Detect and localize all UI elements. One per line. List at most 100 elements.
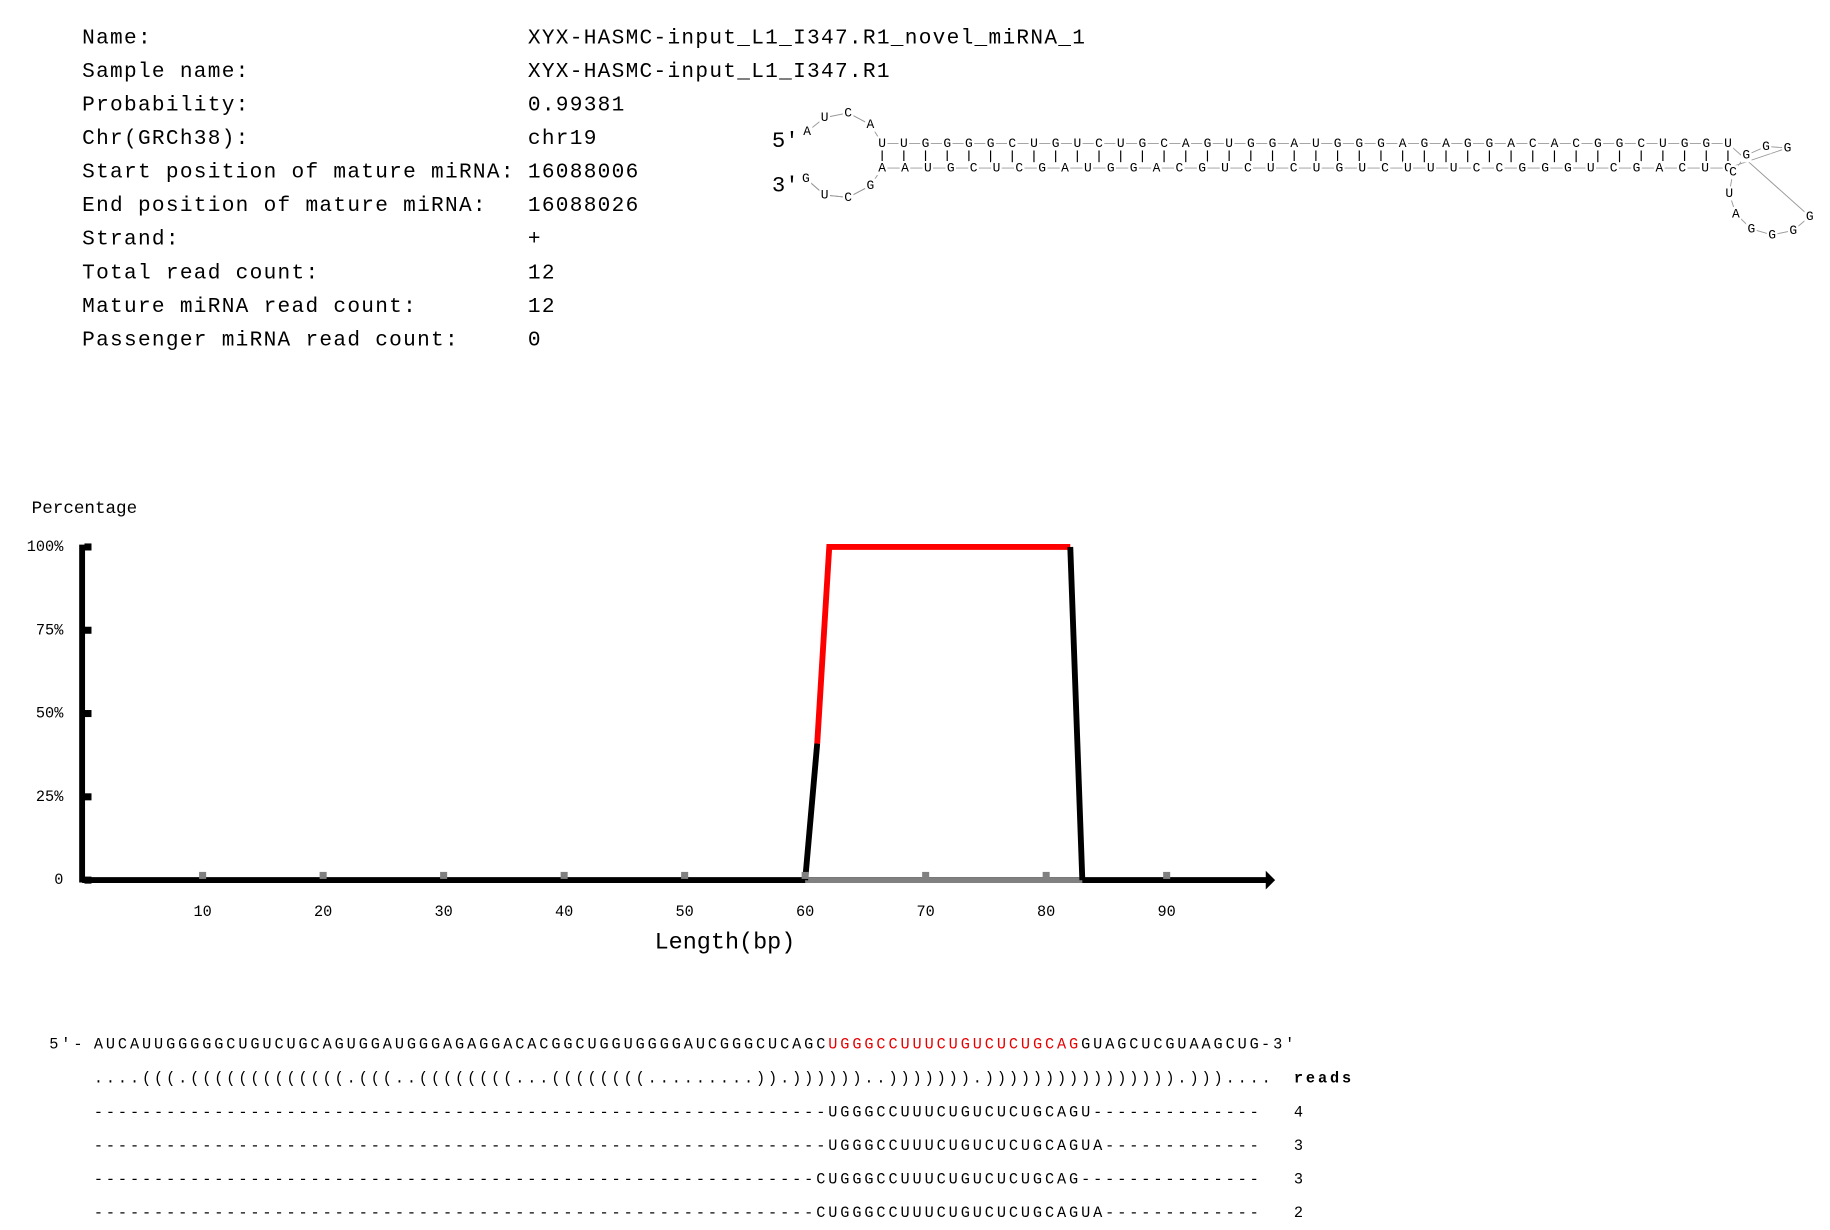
base: G	[1541, 160, 1549, 175]
base: U	[1073, 136, 1081, 151]
base: A	[1442, 136, 1450, 151]
base: A	[878, 160, 886, 175]
base: G	[1130, 160, 1138, 175]
x-axis-title: Length(bp)	[655, 929, 796, 956]
info-value: XYX-HASMC-input_L1_I347.R1_novel_miRNA_1	[528, 26, 1086, 50]
base-bg	[1050, 136, 1061, 151]
base-bg	[876, 161, 888, 176]
info-value: +	[528, 228, 542, 252]
base-bg	[1425, 161, 1437, 176]
base: U	[993, 160, 1001, 175]
info-label: Probability:	[82, 94, 250, 118]
base-bg	[1766, 227, 1778, 242]
info-value: 16088006	[528, 161, 640, 185]
reads-header: reads	[1294, 1069, 1354, 1087]
base-bg	[1028, 136, 1040, 151]
base-bg	[922, 161, 934, 176]
base-bg	[1700, 136, 1712, 151]
info-value: 12	[528, 261, 556, 285]
info-value: 0.99381	[528, 94, 626, 118]
base-bg	[1036, 161, 1048, 176]
base: U	[1225, 136, 1233, 151]
base: C	[1160, 136, 1168, 151]
base-bg	[842, 105, 854, 120]
base-bg	[1180, 136, 1192, 151]
base-bg	[1202, 136, 1213, 151]
y-tick-label: 25%	[36, 788, 64, 806]
x-tick-label: 50	[676, 903, 694, 921]
base: G	[1052, 136, 1060, 151]
base-bg	[1419, 136, 1430, 151]
base-bg	[920, 136, 931, 151]
base: G	[1464, 136, 1472, 151]
base: C	[1381, 160, 1389, 175]
base-bg	[1448, 161, 1459, 176]
base-bg	[1219, 161, 1231, 176]
sequence-part: AUCAUUGGGGGCUGUCUGCAGUGGAUGGGAGAGGACACGG…	[94, 1035, 828, 1053]
base: U	[900, 136, 908, 151]
y-tick-label: 50%	[36, 705, 64, 723]
base-bg	[865, 117, 876, 132]
base-bg	[1332, 136, 1343, 151]
base-bg	[1516, 161, 1528, 176]
sequence-part: GUAGCUCGUAAGCUG	[1081, 1035, 1262, 1053]
base: G	[1377, 136, 1385, 151]
base: A	[803, 124, 811, 139]
base-bg	[1174, 161, 1185, 176]
base: A	[1507, 136, 1515, 151]
base: G	[1806, 209, 1814, 224]
base-bg	[1356, 161, 1368, 176]
x-tick	[1163, 871, 1171, 879]
base: G	[1107, 160, 1115, 175]
base-bg	[1484, 136, 1495, 151]
info-label: End position of mature miRNA:	[82, 194, 487, 218]
info-label: Name:	[82, 26, 152, 50]
info-value: 0	[528, 328, 542, 352]
base: G	[1789, 223, 1797, 238]
base-bg	[1288, 136, 1300, 151]
base-bg	[1679, 136, 1690, 151]
x-tick	[801, 871, 809, 879]
base: C	[1473, 160, 1481, 175]
base: A	[1551, 136, 1559, 151]
y-tick	[84, 793, 92, 801]
base-bg	[1115, 136, 1126, 151]
base: G	[1633, 160, 1641, 175]
base: G	[1564, 160, 1572, 175]
x-tick	[922, 871, 930, 879]
base: A	[1655, 160, 1663, 175]
base-bg	[1676, 161, 1688, 176]
base-bg	[1570, 136, 1582, 151]
base: C	[844, 105, 852, 120]
base: G	[1139, 136, 1147, 151]
base: G	[1784, 140, 1792, 155]
x-tick	[440, 871, 448, 879]
base-bg	[801, 124, 813, 139]
base-bg	[1654, 161, 1665, 176]
base-bg	[1631, 161, 1642, 176]
base: C	[1495, 160, 1503, 175]
x-tick-label: 70	[917, 903, 935, 921]
base: C	[1244, 160, 1252, 175]
base: U	[1725, 186, 1733, 201]
base: U	[1724, 136, 1732, 151]
base: C	[1015, 160, 1023, 175]
x-tick-label: 80	[1037, 903, 1055, 921]
base-bg	[1562, 161, 1574, 176]
base-bg	[1787, 223, 1799, 238]
x-tick	[199, 871, 207, 879]
base: A	[867, 117, 875, 132]
base-bg	[819, 110, 830, 125]
base: G	[1518, 160, 1526, 175]
base-bg	[1585, 161, 1597, 176]
base-bg	[800, 171, 812, 186]
base: A	[901, 160, 909, 175]
info-label: Passenger miRNA read count:	[82, 328, 459, 352]
base: C	[1175, 160, 1183, 175]
y-tick-label: 0	[54, 871, 63, 889]
base: U	[1221, 160, 1229, 175]
base-bg	[1440, 136, 1452, 151]
base-bg	[1614, 136, 1625, 151]
base-bg	[1093, 136, 1105, 151]
base-bg	[899, 161, 911, 176]
